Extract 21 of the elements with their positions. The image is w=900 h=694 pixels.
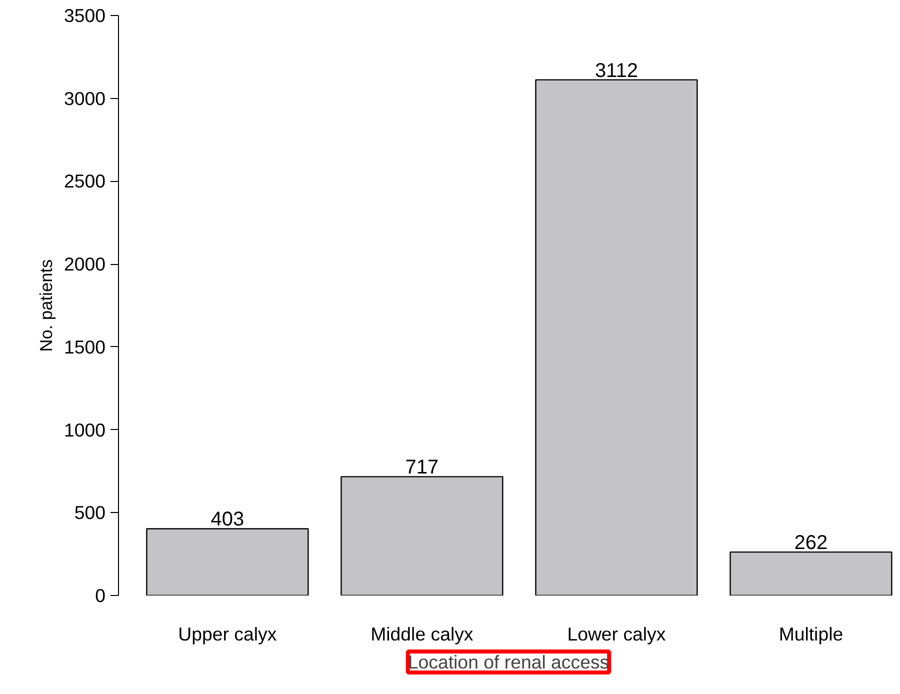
y-tick-label: 1500 xyxy=(64,336,106,358)
y-tick-label: 2500 xyxy=(64,170,106,192)
y-tick-label: 2000 xyxy=(64,254,106,275)
y-tick-label: 500 xyxy=(74,502,106,524)
x-tick-label: Upper calyx xyxy=(178,624,278,644)
x-tick-label: Middle calyx xyxy=(370,624,474,644)
x-tick-label: Multiple xyxy=(778,624,844,644)
data-label: 3112 xyxy=(594,60,638,82)
bar xyxy=(146,528,309,596)
bar xyxy=(340,476,504,596)
y-tick-label: 0 xyxy=(95,585,106,606)
y-tick-label: 3000 xyxy=(64,88,106,109)
data-label: 717 xyxy=(405,456,439,479)
bar xyxy=(535,79,698,596)
data-label: 262 xyxy=(794,532,828,554)
y-tick-label: 1000 xyxy=(64,419,106,440)
x-tick-label: Lower calyx xyxy=(567,624,666,644)
bar xyxy=(730,551,892,596)
data-label: 403 xyxy=(210,508,244,531)
y-axis-title: No. patients xyxy=(36,258,56,352)
y-tick-label: 3500 xyxy=(64,5,106,26)
